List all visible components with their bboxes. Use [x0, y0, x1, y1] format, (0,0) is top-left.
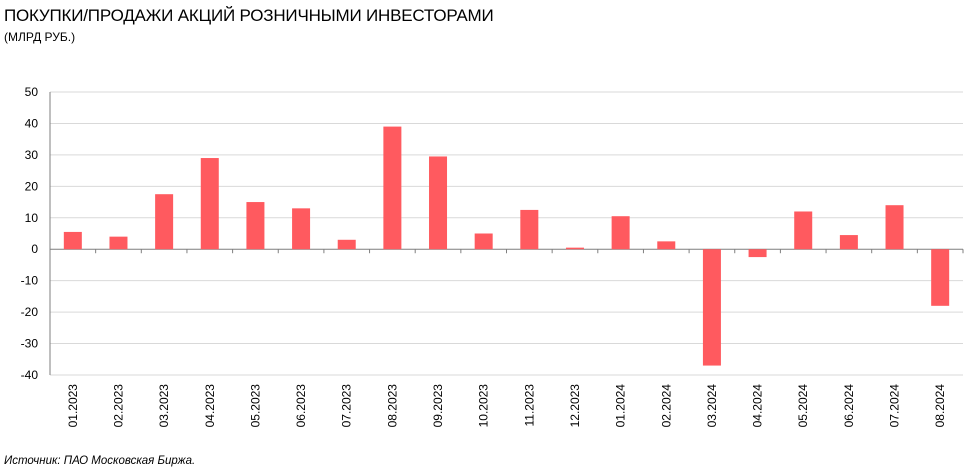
gridlines	[49, 91, 964, 376]
bar-11.2023	[520, 209, 539, 250]
bar-08.2024	[931, 249, 950, 306]
x-tick-label: 07.2023	[340, 384, 354, 428]
x-axis-ticks: 01.2023 02.2023 03.2023 04.2023 05.2023 06.20…	[66, 384, 947, 428]
bar-05.2024	[794, 211, 813, 250]
x-tick-label: 02.2024	[659, 384, 673, 428]
source-note: Источник: ПАО Московская Биржа.	[4, 455, 196, 467]
bar-03.2024	[702, 249, 721, 366]
y-tick-label: 20	[25, 179, 39, 193]
x-tick-label: 02.2023	[111, 384, 125, 428]
y-tick-label: 50	[25, 85, 39, 99]
bar-07.2023	[337, 239, 356, 250]
bar-02.2023	[109, 236, 128, 250]
y-axis-ticks: 50 40 30 20 10 0 -10 -20 -30 -40	[21, 85, 39, 382]
x-tick-label: 01.2024	[614, 384, 628, 428]
x-tick-label: 06.2024	[842, 384, 856, 428]
y-tick-label: -30	[21, 337, 39, 351]
x-tick-label: 09.2023	[431, 384, 445, 428]
bar-03.2023	[155, 194, 174, 250]
bar-01.2024	[611, 216, 630, 250]
bar-chart: 50 40 30 20 10 0 -10 -20 -30 -40 01.2023 02.2023 03…	[21, 85, 964, 428]
x-tick-label: 12.2023	[568, 384, 582, 428]
x-tick-label: 04.2023	[203, 384, 217, 428]
x-tick-label: 04.2024	[751, 384, 765, 428]
chart-title: ПОКУПКИ/ПРОДАЖИ АКЦИЙ РОЗНИЧНЫМИ ИНВЕСТО…	[4, 6, 494, 25]
y-tick-label: -40	[21, 368, 39, 382]
bar-07.2024	[885, 205, 904, 250]
y-tick-label: 10	[25, 211, 39, 225]
x-tick-label: 11.2023	[522, 384, 536, 427]
bar-02.2024	[657, 241, 676, 250]
x-tick-label: 05.2023	[248, 384, 262, 428]
bar-10.2023	[474, 233, 493, 250]
bar-04.2024	[748, 249, 767, 258]
y-tick-label: 40	[25, 116, 39, 130]
chart-subtitle: (МЛРД РУБ.)	[4, 30, 76, 44]
y-tick-label: -20	[21, 305, 39, 319]
x-tick-label: 06.2023	[294, 384, 308, 428]
x-tick-label: 10.2023	[477, 384, 491, 428]
x-tick-label: 05.2024	[796, 384, 810, 428]
x-tick-label: 01.2023	[66, 384, 80, 428]
x-tick-label: 03.2024	[705, 384, 719, 428]
bar-09.2023	[429, 156, 448, 250]
bars	[63, 126, 950, 366]
x-tick-label: 08.2024	[933, 384, 947, 428]
bar-06.2024	[839, 235, 858, 250]
bar-05.2023	[246, 202, 265, 250]
bar-12.2023	[565, 247, 584, 250]
bar-04.2023	[200, 158, 219, 250]
y-tick-label: 30	[25, 148, 39, 162]
bar-08.2023	[383, 126, 402, 250]
x-tick-label: 07.2024	[888, 384, 902, 428]
x-tick-label: 08.2023	[385, 384, 399, 428]
y-tick-label: 0	[31, 242, 38, 256]
bar-01.2023	[63, 231, 82, 250]
y-tick-label: -10	[21, 274, 39, 288]
bar-06.2023	[292, 208, 311, 250]
x-tick-label: 03.2023	[157, 384, 171, 428]
